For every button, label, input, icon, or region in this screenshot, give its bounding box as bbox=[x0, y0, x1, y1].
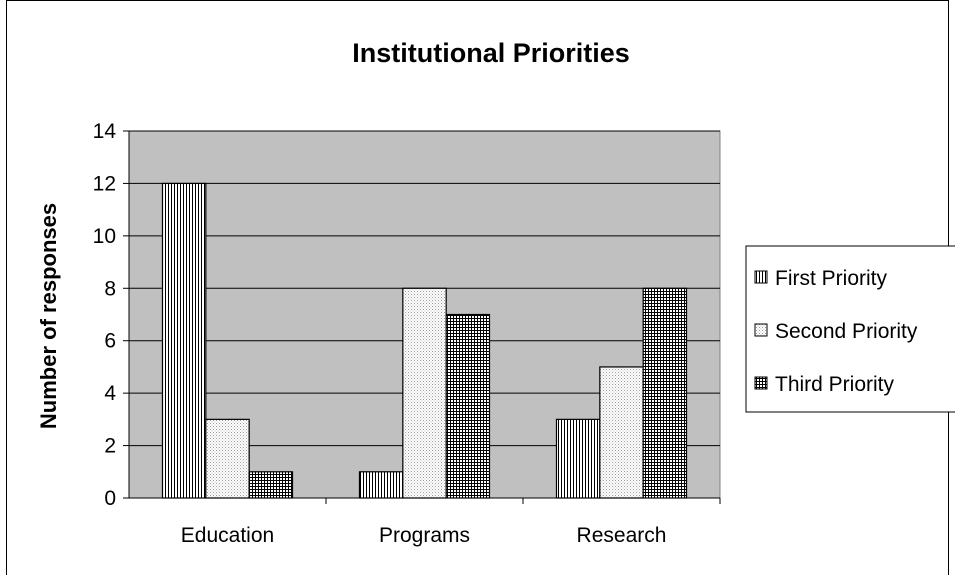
chart-title: Institutional Priorities bbox=[352, 38, 630, 68]
legend-swatch-third-priority bbox=[754, 376, 768, 390]
bar-second-priority-education bbox=[205, 418, 250, 499]
bar-first-priority-research bbox=[555, 418, 601, 499]
x-tick-label: Programs bbox=[379, 524, 470, 547]
y-axis-label: Number of responses bbox=[36, 203, 61, 429]
bar-third-priority-education bbox=[248, 471, 294, 499]
y-tick-labels: 0 2 4 6 8 10 12 14 bbox=[93, 120, 117, 510]
y-tick-label: 10 bbox=[93, 225, 116, 248]
y-tick-label: 2 bbox=[104, 435, 116, 458]
y-tick-label: 14 bbox=[93, 120, 117, 143]
bar-third-priority-research bbox=[642, 287, 688, 499]
legend-box bbox=[745, 245, 955, 413]
legend-swatch-second-priority bbox=[754, 323, 768, 337]
bars bbox=[161, 182, 688, 499]
legend: First Priority Second Priority Third Prior… bbox=[745, 245, 955, 413]
x-tick-label: Education bbox=[181, 524, 274, 547]
y-tick-label: 4 bbox=[104, 382, 116, 405]
bar-third-priority-programs bbox=[445, 313, 491, 499]
y-tick-label: 0 bbox=[104, 487, 116, 510]
x-tick-label: Research bbox=[577, 524, 667, 547]
x-tick-labels: Education Programs Research bbox=[181, 524, 667, 547]
legend-label: First Priority bbox=[775, 267, 887, 290]
legend-label: Third Priority bbox=[775, 373, 895, 396]
bar-second-priority-programs bbox=[402, 287, 447, 499]
bar-second-priority-research bbox=[599, 366, 644, 499]
y-tick-label: 6 bbox=[104, 330, 116, 353]
y-tick-label: 8 bbox=[104, 277, 116, 300]
axes bbox=[123, 130, 721, 504]
bar-first-priority-programs bbox=[358, 471, 404, 499]
bar-first-priority-education bbox=[161, 182, 207, 499]
y-tick-label: 12 bbox=[93, 172, 116, 195]
legend-label: Second Priority bbox=[775, 320, 918, 343]
legend-swatch-first-priority bbox=[754, 270, 768, 284]
